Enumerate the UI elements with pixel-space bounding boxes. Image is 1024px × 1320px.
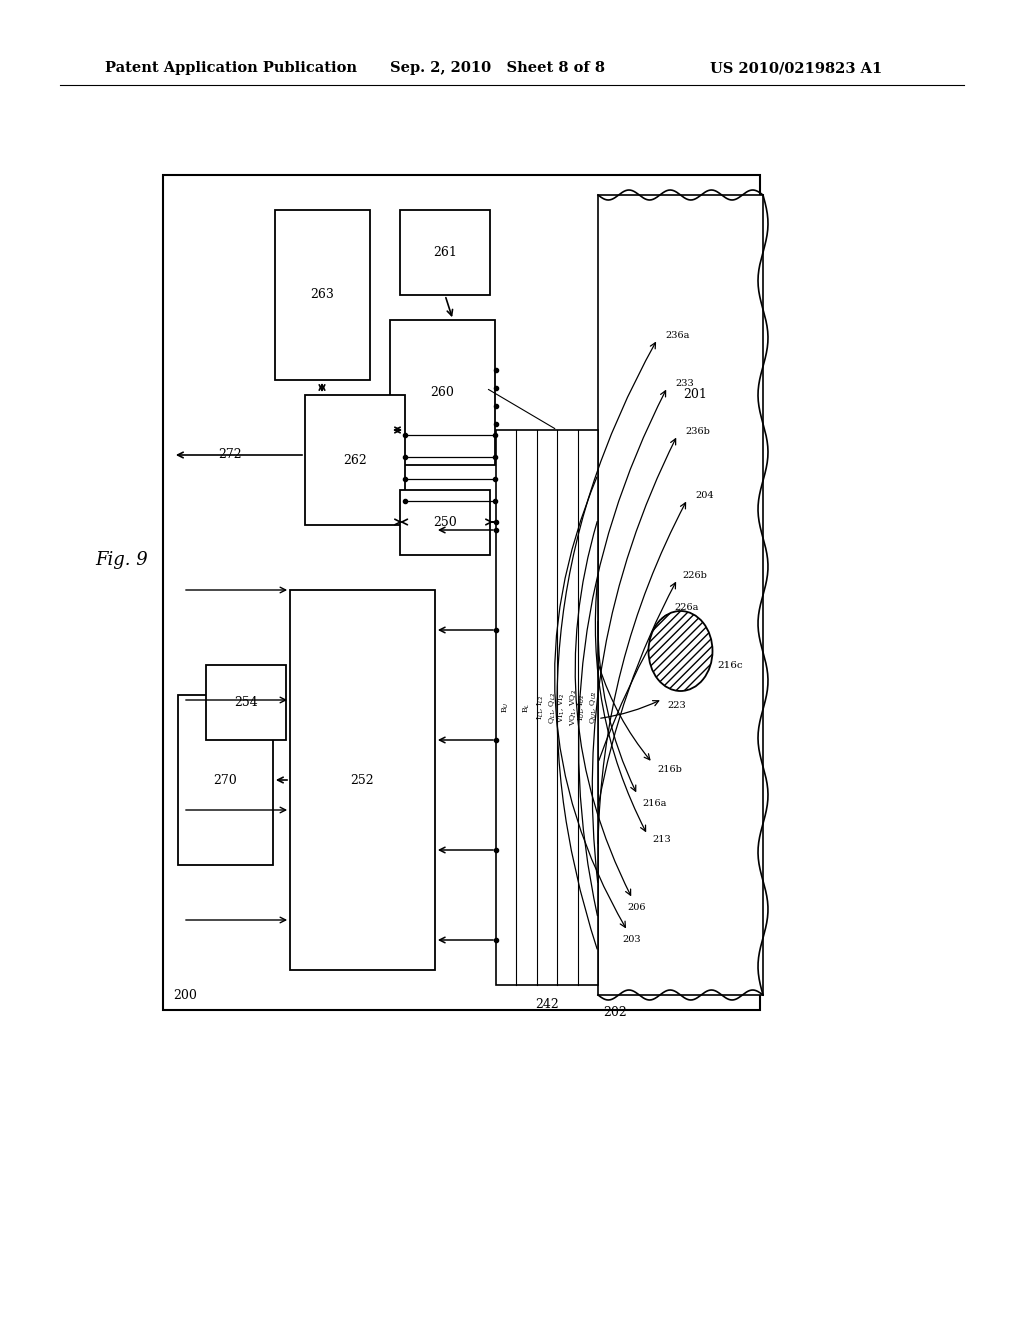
Text: 203: 203 (623, 935, 641, 944)
Text: 216b: 216b (657, 764, 682, 774)
Bar (400, 210, 490, 294)
Text: 216a: 216a (642, 799, 667, 808)
Text: 236a: 236a (666, 330, 690, 339)
Text: 250: 250 (433, 516, 457, 528)
Text: 254: 254 (234, 696, 258, 709)
Bar (390, 319, 495, 465)
Text: 263: 263 (310, 289, 334, 301)
Bar (496, 430, 598, 985)
Text: 233: 233 (676, 379, 694, 388)
Text: 272: 272 (218, 449, 242, 462)
Text: 226a: 226a (675, 602, 698, 611)
Text: 223: 223 (668, 701, 686, 710)
Text: 240: 240 (459, 374, 483, 387)
Bar (275, 210, 370, 380)
Text: 226b: 226b (683, 570, 708, 579)
Text: 200: 200 (173, 989, 197, 1002)
Text: 206: 206 (628, 903, 646, 912)
Text: Fig. 9: Fig. 9 (95, 550, 147, 569)
Text: I$_{L1}$, I$_{L2}$
Q$_{L1}$, Q$_{L2}$: I$_{L1}$, I$_{L2}$ Q$_{L1}$, Q$_{L2}$ (536, 692, 558, 723)
Text: B$_L$: B$_L$ (521, 702, 531, 713)
Text: 270: 270 (213, 774, 237, 787)
Text: 216c: 216c (718, 661, 743, 671)
Text: 252: 252 (350, 774, 374, 787)
Text: I$_{U1}$, I$_{U2}$
Q$_{U1}$, Q$_{U2}$: I$_{U1}$, I$_{U2}$ Q$_{U1}$, Q$_{U2}$ (577, 690, 599, 725)
Text: Sep. 2, 2010   Sheet 8 of 8: Sep. 2, 2010 Sheet 8 of 8 (390, 61, 605, 75)
Bar (163, 176, 760, 1010)
Bar (290, 590, 435, 970)
Text: 204: 204 (695, 491, 714, 499)
Text: US 2010/0219823 A1: US 2010/0219823 A1 (710, 61, 883, 75)
Text: B$_U$: B$_U$ (501, 702, 511, 713)
Text: 261: 261 (433, 246, 457, 259)
Text: 202: 202 (603, 1006, 627, 1019)
Bar (206, 665, 286, 741)
Text: 242: 242 (536, 998, 559, 1011)
Text: 213: 213 (652, 836, 672, 845)
Text: 201: 201 (683, 388, 707, 401)
Bar (400, 490, 490, 554)
Text: 262: 262 (343, 454, 367, 466)
Text: VI$_1$, VI$_2$
VQ$_1$, VQ$_2$: VI$_1$, VI$_2$ VQ$_1$, VQ$_2$ (556, 689, 579, 726)
Bar (178, 696, 273, 865)
Text: 236b: 236b (685, 426, 711, 436)
Text: Patent Application Publication: Patent Application Publication (105, 61, 357, 75)
Bar (305, 395, 406, 525)
Bar (598, 195, 763, 995)
Text: 260: 260 (430, 385, 454, 399)
Ellipse shape (648, 611, 713, 690)
